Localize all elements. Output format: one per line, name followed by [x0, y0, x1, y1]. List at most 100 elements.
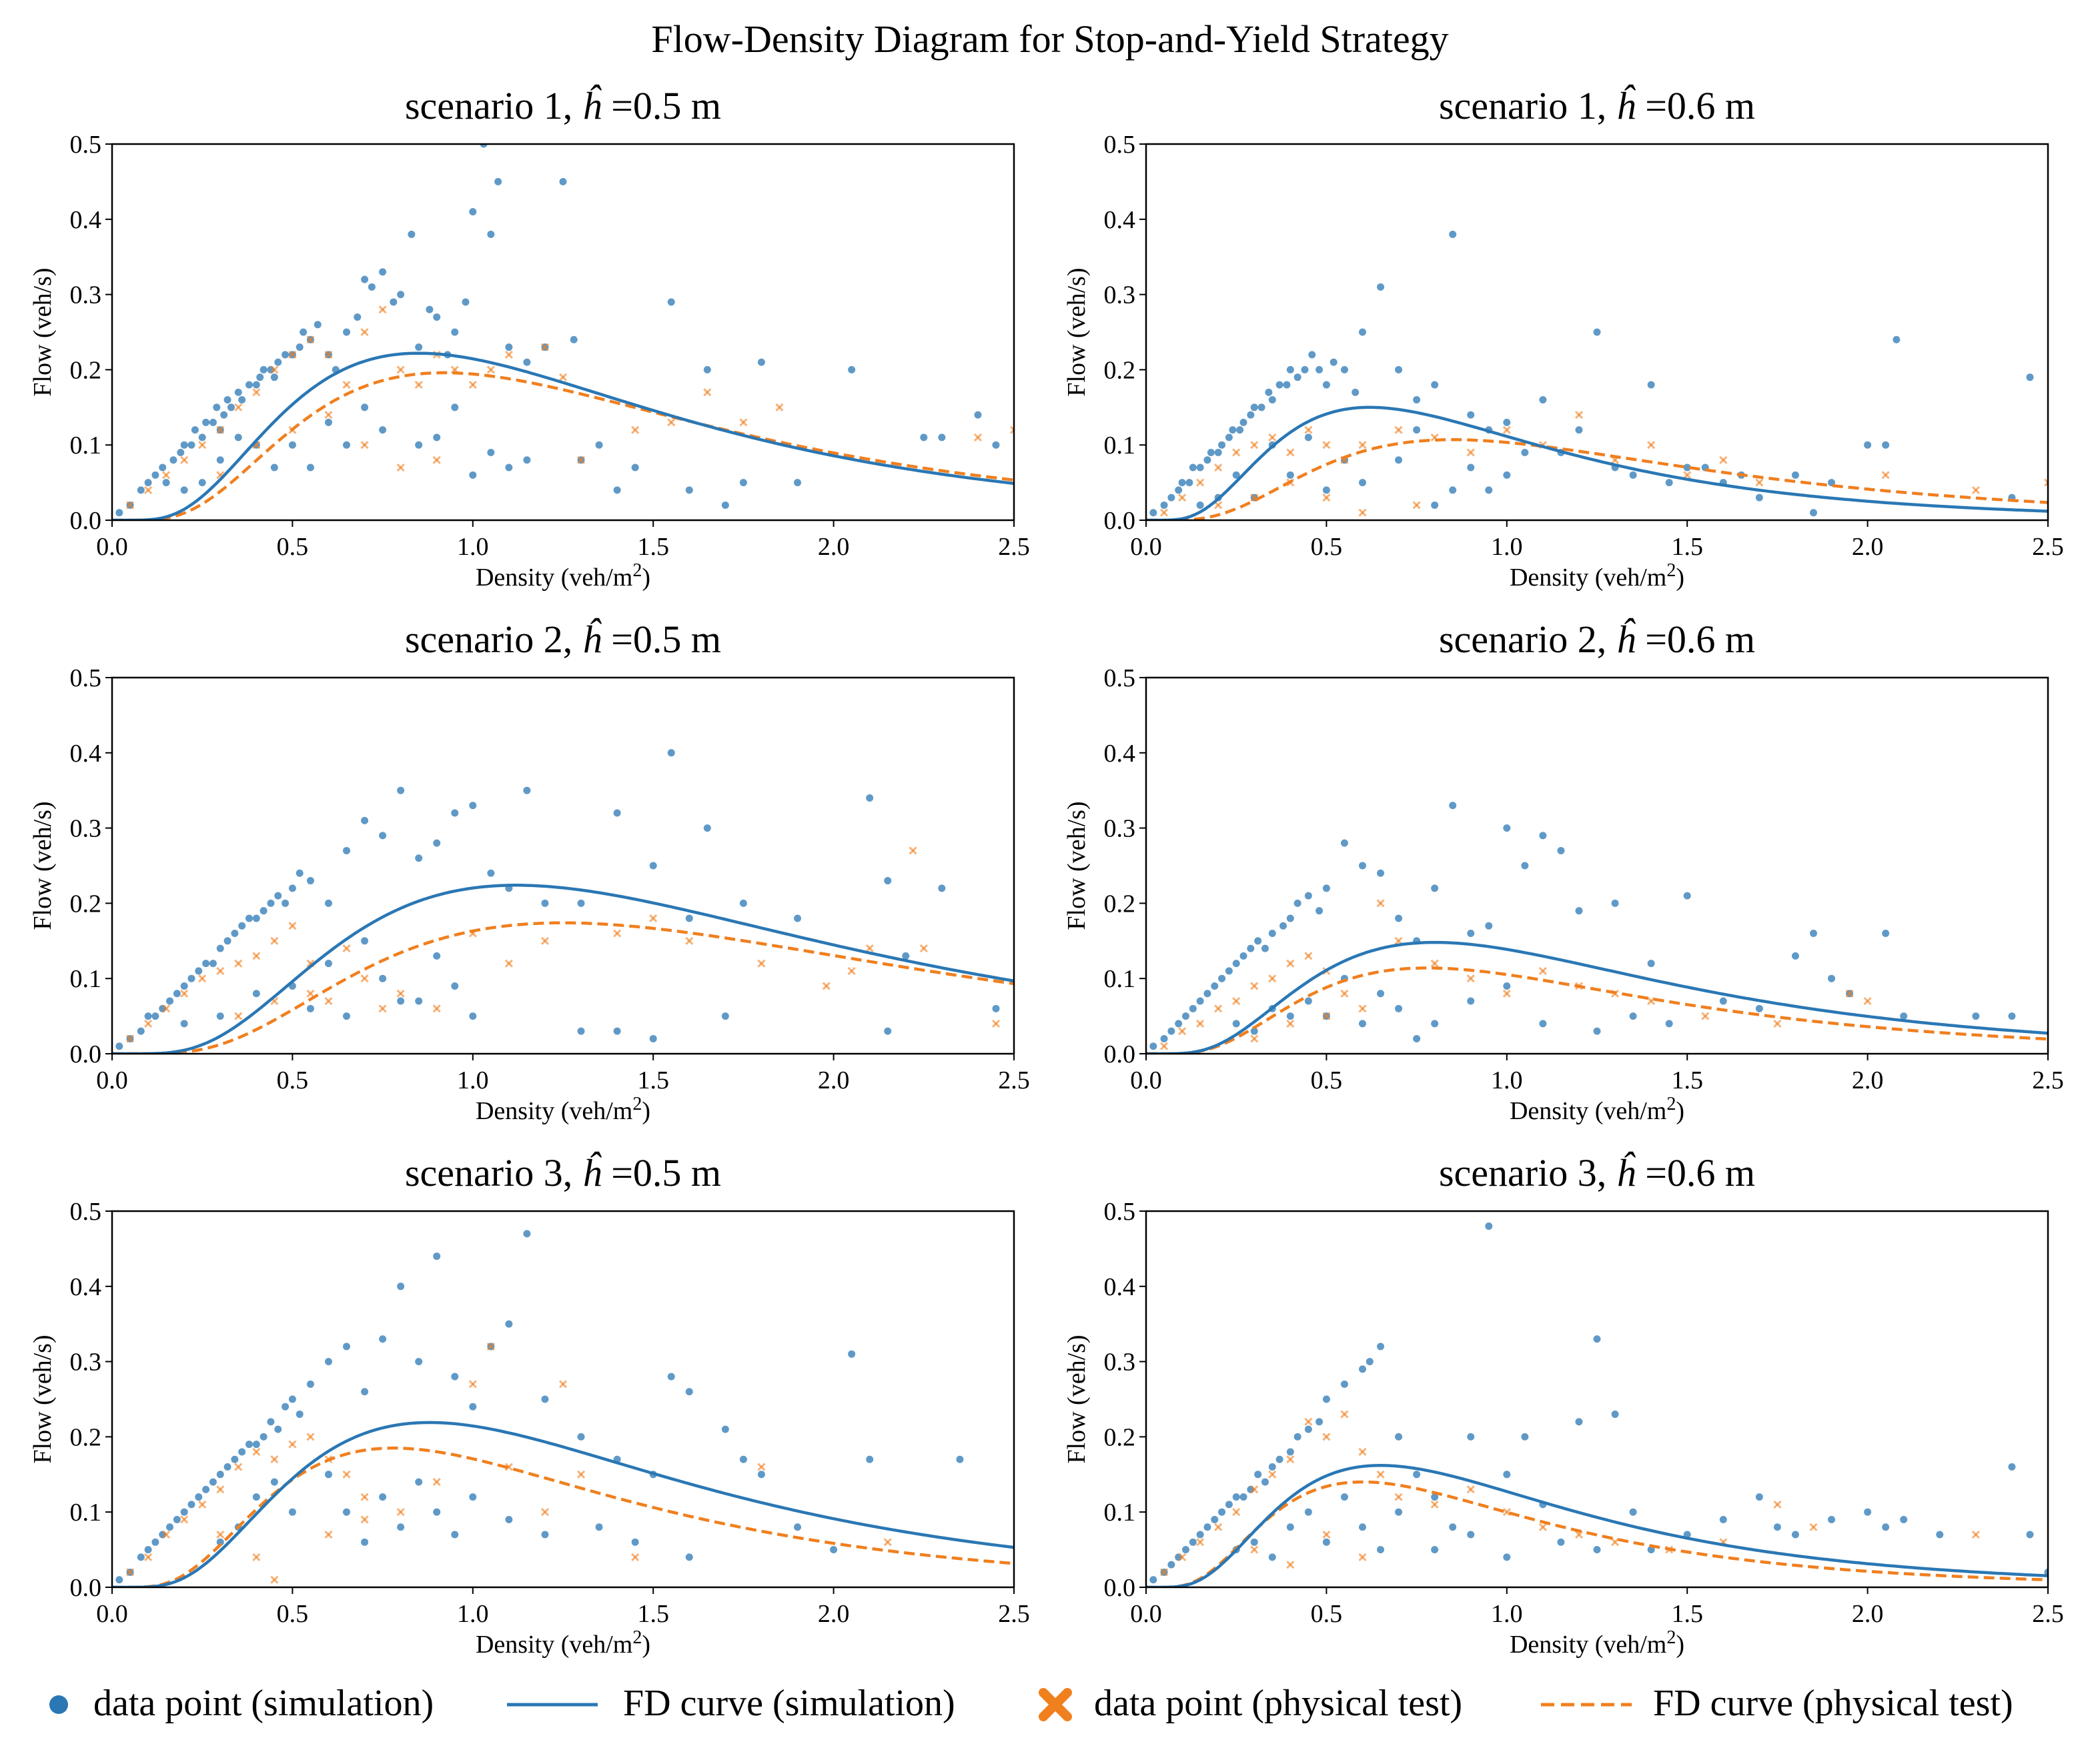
x-tick-label: 2.5	[998, 1066, 1030, 1094]
sim-data-point	[1539, 1020, 1547, 1028]
phys-data-point	[198, 441, 207, 450]
phys-data-point	[558, 373, 568, 381]
sim-data-point	[1160, 501, 1168, 509]
sim-data-point	[1791, 471, 1799, 479]
sim-data-point	[1322, 381, 1330, 389]
sim-data-point	[1395, 365, 1403, 373]
subplot-title-prefix: scenario 1,	[1439, 84, 1616, 127]
phys-data-point	[847, 966, 856, 975]
sim-data-point	[306, 1380, 314, 1388]
x-tick-label: 0.5	[1311, 1600, 1343, 1628]
phys-data-point	[125, 1568, 135, 1577]
x-tick-label: 1.0	[1491, 1600, 1523, 1628]
phys-data-point	[1250, 982, 1259, 990]
fd-curve-simulation	[112, 884, 1014, 1054]
phys-data-point	[468, 1380, 477, 1389]
sim-data-point	[151, 471, 159, 479]
phys-data-point	[909, 846, 917, 855]
phys-data-point	[1322, 494, 1331, 502]
y-axis-label: Flow (veh/s)	[29, 267, 57, 396]
subplot-title-suffix: =0.6 m	[1636, 618, 1755, 661]
fd-curve-physical	[1146, 438, 2048, 520]
sim-data-point	[1218, 441, 1226, 449]
fd-curve-physical	[112, 1447, 1014, 1587]
sim-data-point	[1196, 501, 1204, 509]
y-tick-label: 0.3	[70, 281, 102, 309]
phys-data-point	[991, 1019, 1001, 1028]
sim-data-point	[685, 1388, 693, 1396]
sim-data-point	[361, 937, 369, 945]
sim-data-point	[1322, 884, 1330, 892]
legend-label: FD curve (physical test)	[1653, 1683, 2013, 1724]
sim-data-point	[379, 426, 387, 434]
sim-data-point	[223, 937, 231, 945]
sim-data-point	[187, 1501, 195, 1509]
sim-data-point	[1755, 1493, 1763, 1501]
phys-data-point	[360, 1493, 369, 1501]
sim-data-point	[1719, 997, 1727, 1005]
sim-data-point	[220, 411, 228, 419]
sim-data-point	[115, 509, 123, 517]
sim-data-point	[306, 1004, 314, 1012]
plot-frame	[111, 1210, 1015, 1589]
sim-data-point	[631, 464, 639, 472]
sim-data-point	[1467, 1531, 1475, 1539]
sim-data-point	[1149, 1042, 1157, 1050]
y-tick-label: 0.5	[70, 1198, 102, 1226]
sim-data-point	[667, 1373, 675, 1381]
phys-data-point	[1574, 411, 1584, 419]
subplot-title: scenario 1, ĥ =0.5 m	[405, 84, 721, 127]
sim-data-point	[1304, 433, 1312, 442]
x-tick-label: 0.0	[1130, 1600, 1162, 1628]
y-tick-label: 0.4	[70, 740, 102, 768]
sim-data-point	[1503, 418, 1511, 426]
sim-data-point	[631, 1538, 639, 1546]
y-tick-label: 0.5	[1104, 131, 1136, 159]
phys-data-point	[234, 403, 243, 411]
subplot-title-symbol: ĥ	[582, 618, 602, 661]
sim-data-point	[1268, 930, 1276, 938]
sim-data-point	[480, 144, 488, 148]
sim-data-point	[505, 343, 513, 351]
sim-data-point	[245, 1441, 253, 1449]
sim-data-point	[1225, 1501, 1233, 1509]
sim-data-point	[1449, 486, 1457, 494]
sim-data-point	[1366, 1358, 1374, 1366]
sim-data-point	[866, 1455, 874, 1463]
sim-data-point	[187, 974, 195, 982]
sim-data-point	[379, 974, 387, 982]
sim-data-point	[259, 907, 268, 915]
x-tick-label: 1.5	[637, 533, 669, 561]
sim-data-point	[1683, 464, 1691, 472]
plot-frame	[111, 143, 1015, 522]
sim-data-point	[180, 1020, 188, 1028]
subplot-title: scenario 2, ĥ =0.5 m	[405, 618, 721, 661]
sim-data-point	[992, 441, 1000, 449]
phys-data-point	[432, 1478, 441, 1487]
fd-curve-simulation	[1146, 1464, 2048, 1587]
sim-data-point	[433, 1252, 441, 1260]
sim-data-point	[267, 899, 275, 907]
sim-data-point	[415, 854, 423, 862]
sim-data-point	[300, 328, 308, 336]
sim-data-point	[144, 1012, 152, 1020]
sim-data-point	[415, 1478, 423, 1486]
sim-data-point	[296, 1411, 304, 1419]
sim-data-point	[274, 1425, 282, 1433]
sim-data-point	[1683, 892, 1691, 900]
sim-data-point	[1828, 1515, 1836, 1523]
sim-data-point	[1203, 1523, 1211, 1531]
sim-data-point	[282, 351, 290, 359]
sim-data-point	[938, 884, 946, 892]
sim-data-point	[649, 1034, 657, 1042]
sim-data-point	[274, 892, 282, 900]
sim-data-point	[1322, 1538, 1330, 1546]
phys-data-point	[360, 327, 369, 337]
sim-data-point	[974, 411, 982, 419]
sim-data-point	[1593, 328, 1601, 336]
phys-data-point	[162, 1530, 171, 1539]
sim-data-point	[451, 403, 459, 411]
sim-data-point	[274, 358, 282, 366]
phys-data-point	[631, 1553, 640, 1561]
phys-data-point	[1574, 1530, 1584, 1539]
